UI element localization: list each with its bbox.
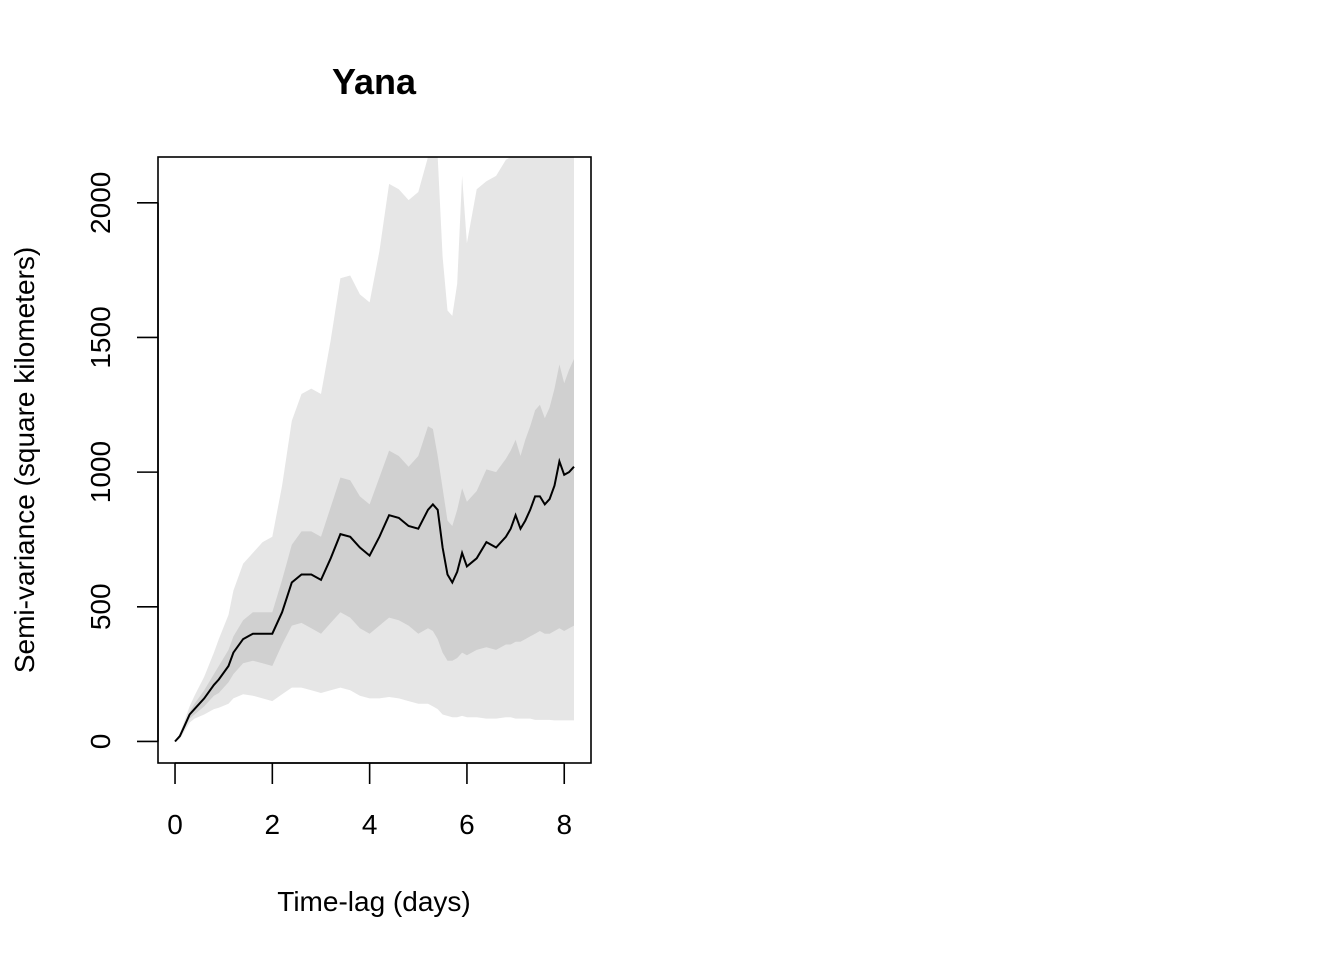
x-axis-label: Time-lag (days) bbox=[277, 886, 470, 917]
y-tick-label: 1500 bbox=[85, 306, 116, 368]
y-tick-label: 0 bbox=[85, 734, 116, 750]
y-axis-label: Semi-variance (square kilometers) bbox=[9, 247, 40, 673]
chart-title: Yana bbox=[332, 61, 417, 102]
y-tick-label: 500 bbox=[85, 583, 116, 630]
inner-confidence-band bbox=[175, 359, 574, 742]
y-axis: 0 500 1000 1500 2000 bbox=[85, 172, 159, 750]
x-tick-label: 2 bbox=[265, 809, 281, 840]
semi-variance-line bbox=[174, 457, 575, 743]
x-tick-label: 8 bbox=[556, 809, 572, 840]
y-tick-label: 2000 bbox=[85, 172, 116, 234]
x-axis: 0 2 4 6 8 bbox=[167, 762, 572, 840]
x-tick-label: 6 bbox=[459, 809, 475, 840]
y-tick-label: 1000 bbox=[85, 441, 116, 503]
plot-area bbox=[174, 157, 575, 743]
x-tick-label: 4 bbox=[362, 809, 378, 840]
x-tick-label: 0 bbox=[167, 809, 183, 840]
